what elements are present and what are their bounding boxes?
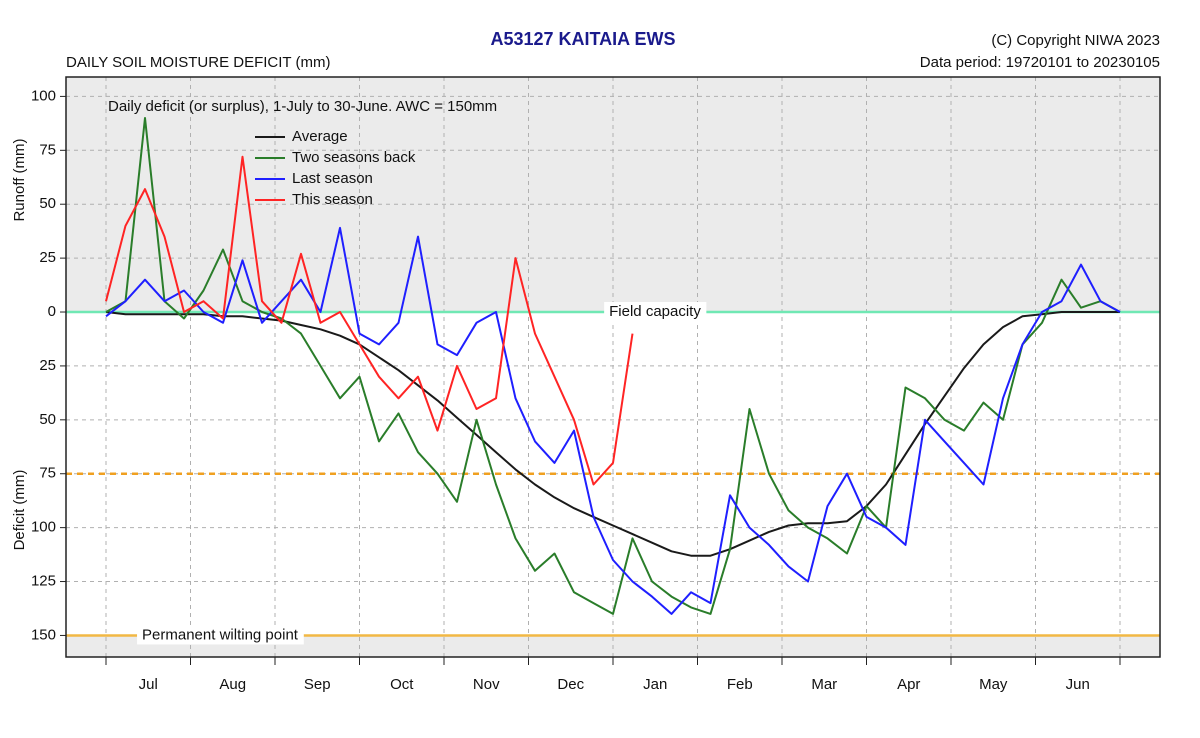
y-tick-label: 50 — [39, 195, 56, 212]
x-tick-label: Aug — [219, 676, 246, 693]
copyright: (C) Copyright NIWA 2023 — [991, 32, 1160, 49]
y-axis-label: Deficit (mm) — [11, 470, 28, 551]
subtitle: DAILY SOIL MOISTURE DEFICIT (mm) — [66, 54, 330, 71]
y-tick-label: 100 — [31, 87, 56, 104]
y-tick-label: 0 — [48, 303, 56, 320]
label-box — [604, 301, 707, 321]
legend-label: Average — [292, 128, 348, 145]
plot-frame — [65, 76, 1161, 658]
y-tick-label: 75 — [39, 141, 56, 158]
series-line — [105, 226, 1121, 615]
x-tick-label: Oct — [390, 676, 414, 693]
series-line — [105, 155, 634, 486]
y-tick-label: 50 — [39, 411, 56, 428]
x-tick-label: Mar — [811, 676, 837, 693]
x-tick-label: Dec — [557, 676, 584, 693]
y-tick-label: 75 — [39, 465, 56, 482]
chart-title: A53127 KAITAIA EWS — [490, 29, 675, 49]
series-line — [105, 311, 1120, 557]
legend-label: Last season — [292, 170, 373, 187]
x-tick-label: Jul — [139, 676, 158, 693]
reference-label: Permanent wilting point — [142, 626, 299, 643]
data-period: Data period: 19720101 to 20230105 — [920, 54, 1160, 71]
x-tick-label: Jun — [1066, 676, 1090, 693]
y-tick-label: 25 — [39, 249, 56, 266]
y-axis-label: Runoff (mm) — [11, 138, 28, 221]
legend-label: This season — [292, 191, 373, 208]
x-tick-label: Sep — [304, 676, 331, 693]
annotation: Daily deficit (or surplus), 1-July to 30… — [108, 98, 497, 115]
x-tick-label: May — [979, 676, 1008, 693]
x-tick-label: Apr — [897, 676, 920, 693]
legend-label: Two seasons back — [292, 149, 416, 166]
reference-label: Field capacity — [609, 303, 701, 320]
y-tick-label: 100 — [31, 519, 56, 536]
label-box — [137, 625, 304, 645]
y-tick-label: 125 — [31, 573, 56, 590]
y-tick-label: 150 — [31, 626, 56, 643]
x-tick-label: Jan — [643, 676, 667, 693]
x-tick-label: Feb — [727, 676, 753, 693]
x-tick-label: Nov — [473, 676, 500, 693]
y-tick-label: 25 — [39, 357, 56, 374]
